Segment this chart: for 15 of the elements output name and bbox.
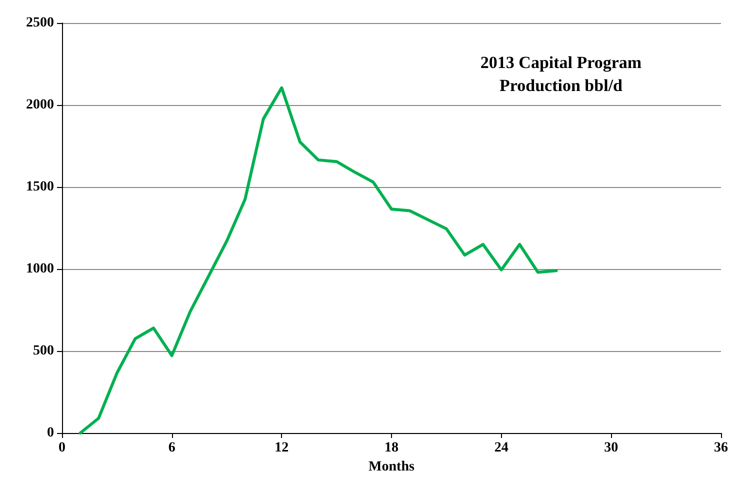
x-axis-title: Months [368, 459, 415, 474]
y-tick-label: 2000 [26, 98, 54, 112]
y-tick-label: 0 [47, 426, 54, 440]
x-tick-label: 12 [274, 440, 289, 456]
y-tick-label: 1000 [26, 262, 54, 276]
y-tick-label: 2500 [26, 16, 54, 30]
y-tick-label: 500 [33, 344, 54, 358]
x-tick-label: 24 [494, 440, 508, 456]
x-tick-label: 6 [168, 440, 176, 456]
y-tick-label: 1500 [26, 180, 54, 194]
x-tick-label: 18 [384, 440, 398, 456]
text: 2013 Capital Program Production bbl/d [480, 53, 642, 95]
x-tick-label: 36 [714, 440, 728, 456]
x-tick-label: 30 [604, 440, 618, 456]
x-tick-label: 0 [58, 440, 66, 456]
